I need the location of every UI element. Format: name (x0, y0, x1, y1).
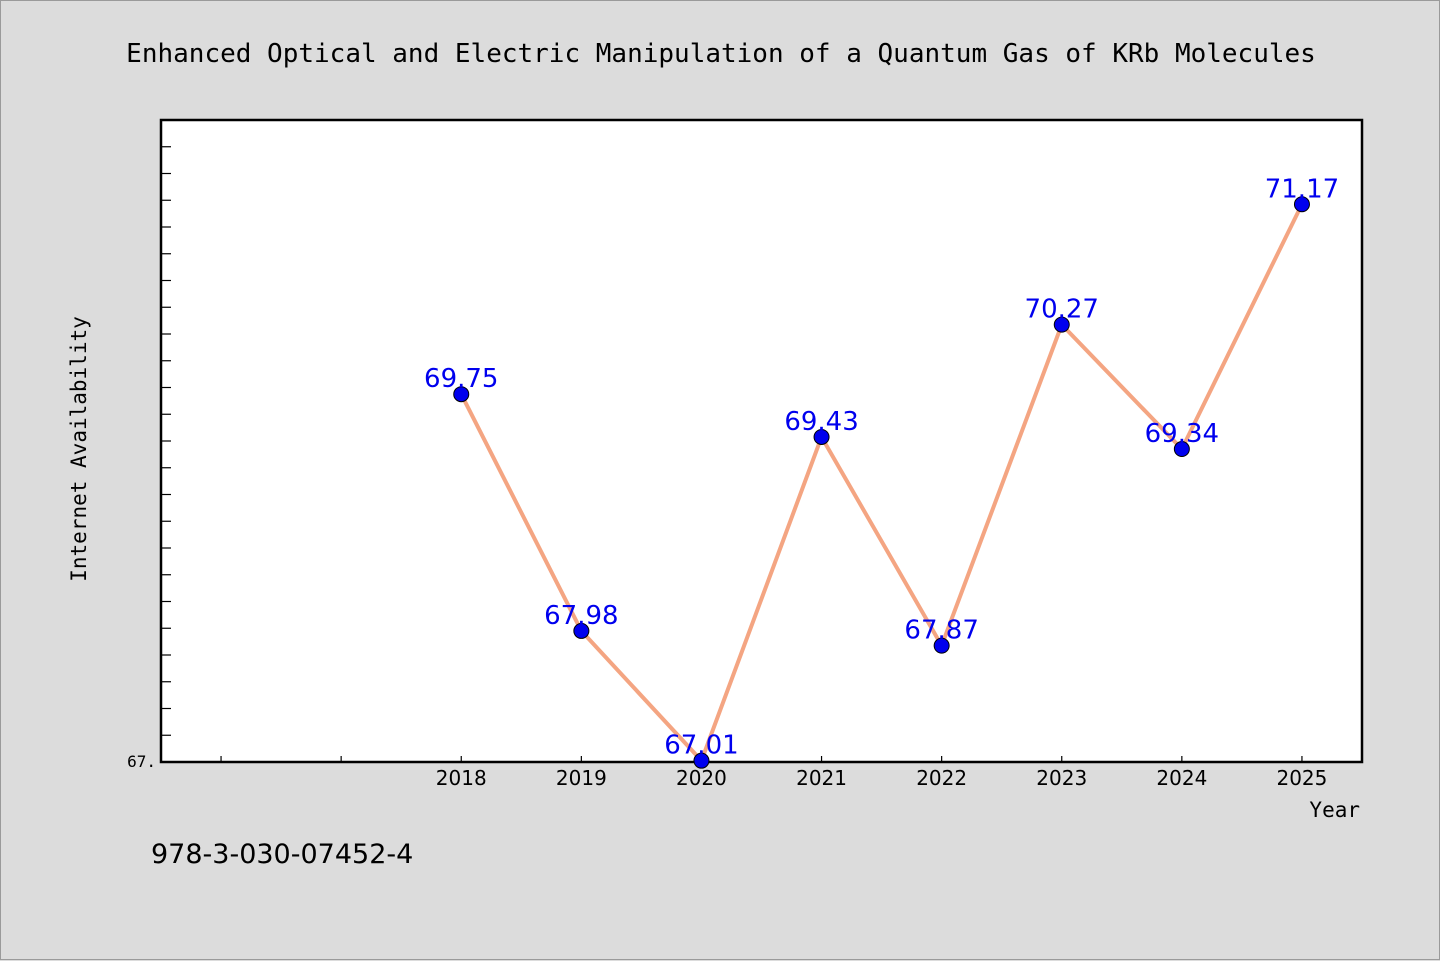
x-tick-label: 2023 (1036, 766, 1087, 790)
y-axis-label: Internet Availability (67, 316, 91, 582)
data-point (573, 622, 590, 639)
x-tick-label: 2022 (916, 766, 967, 790)
data-point (1173, 441, 1190, 458)
data-point (933, 637, 950, 654)
chart-title: Enhanced Optical and Electric Manipulati… (126, 39, 1316, 69)
data-label: 71.17 (1265, 174, 1339, 204)
data-point (693, 752, 710, 769)
x-axis-ticks: 2018 2019 2020 2021 2022 2023 2024 2025 (220, 756, 1327, 790)
x-tick-label: 2021 (796, 766, 847, 790)
data-point (453, 386, 470, 403)
x-tick-label: 2024 (1156, 766, 1207, 790)
x-tick-label: 2019 (556, 766, 607, 790)
data-label: 67.87 (904, 616, 978, 646)
plot-area (159, 118, 1364, 764)
data-label: 67.98 (544, 601, 618, 631)
data-point (813, 428, 830, 445)
data-label: 67.01 (664, 731, 738, 761)
data-label: 69.75 (424, 364, 498, 394)
series-line (459, 202, 1304, 763)
data-label: 69.43 (784, 407, 858, 437)
x-tick-label: 2018 (436, 766, 487, 790)
series-layer: 69.75 67.98 67.01 69.43 67.87 70.27 69.34 71.17 (424, 174, 1339, 769)
data-point (1053, 316, 1070, 333)
y-tick-label: 67. (127, 752, 156, 771)
isbn-text: 978-3-030-07452-4 (151, 839, 413, 870)
data-label: 70.27 (1025, 295, 1099, 325)
x-tick-label: 2020 (676, 766, 727, 790)
x-tick-label: 2025 (1276, 766, 1327, 790)
data-point (1293, 196, 1310, 213)
data-label: 69.34 (1145, 419, 1219, 449)
x-axis-label: Year (1309, 798, 1360, 822)
y-axis-ticks (161, 119, 171, 763)
